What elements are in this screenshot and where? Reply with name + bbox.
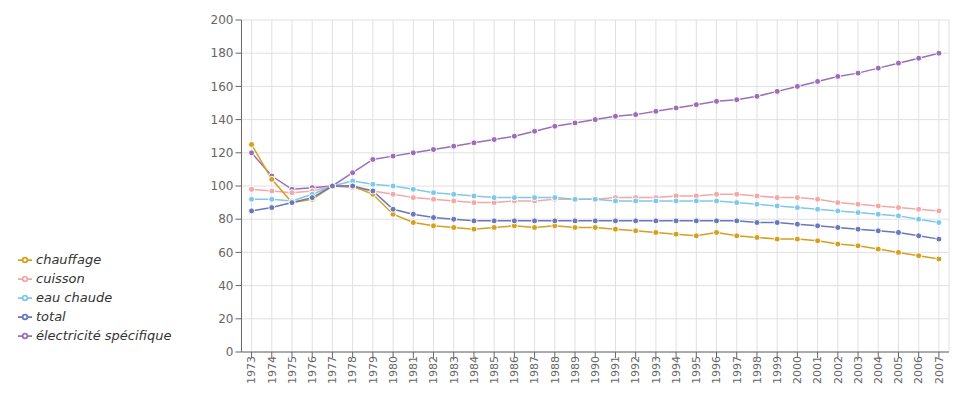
svg-text:1995: 1995 (690, 356, 703, 384)
html-text:chauffage: chauffage (36, 252, 102, 267)
svg-text:1985: 1985 (488, 356, 501, 384)
html-text:eau chaude: eau chaude (36, 290, 113, 305)
svg-text:1992: 1992 (629, 356, 642, 384)
svg-text:1991: 1991 (609, 356, 622, 384)
svg-text:1989: 1989 (569, 356, 582, 384)
svg-text:2004: 2004 (872, 356, 885, 384)
svg-text:1994: 1994 (670, 356, 683, 384)
svg-text:200: 200 (211, 13, 234, 27)
svg-text:1980: 1980 (387, 356, 400, 384)
svg-text:1999: 1999 (771, 356, 784, 384)
svg-text:1993: 1993 (650, 356, 663, 384)
svg-text:1997: 1997 (731, 356, 744, 384)
svg-text:2000: 2000 (791, 356, 804, 384)
svg-text:1973: 1973 (245, 356, 258, 384)
svg-text:2002: 2002 (832, 356, 845, 384)
svg-text:1987: 1987 (528, 356, 541, 384)
svg-text:60: 60 (218, 246, 233, 260)
svg-text:140: 140 (211, 113, 234, 127)
svg-text:2005: 2005 (892, 356, 905, 384)
svg-text:100: 100 (211, 179, 234, 193)
svg-text:0: 0 (226, 345, 234, 359)
svg-text:1983: 1983 (448, 356, 461, 384)
svg-text:80: 80 (218, 212, 233, 226)
svg-text:2006: 2006 (912, 356, 925, 384)
svg-text:1982: 1982 (427, 356, 440, 384)
svg-text:1979: 1979 (367, 356, 380, 384)
svg-text:1975: 1975 (286, 356, 299, 384)
svg-text:2001: 2001 (811, 356, 824, 384)
svg-text:180: 180 (211, 46, 234, 60)
html-text:électricité spécifique: électricité spécifique (36, 328, 172, 343)
svg-text:1986: 1986 (508, 356, 521, 384)
svg-text:1988: 1988 (549, 356, 562, 384)
svg-text:120: 120 (211, 146, 234, 160)
svg-text:160: 160 (211, 80, 234, 94)
svg-text:1984: 1984 (468, 356, 481, 384)
html-text:cuisson: cuisson (36, 271, 85, 286)
svg-text:1998: 1998 (751, 356, 764, 384)
svg-text:1976: 1976 (306, 356, 319, 384)
svg-text:1978: 1978 (346, 356, 359, 384)
svg-text:20: 20 (218, 312, 233, 326)
html-text:total: total (36, 309, 66, 324)
svg-text:1990: 1990 (589, 356, 602, 384)
svg-text:1981: 1981 (407, 356, 420, 384)
svg-text:40: 40 (218, 279, 233, 293)
svg-text:1977: 1977 (326, 356, 339, 384)
svg-text:1974: 1974 (266, 356, 279, 384)
svg-text:2003: 2003 (852, 356, 865, 384)
svg-text:1996: 1996 (710, 356, 723, 384)
svg-text:2007: 2007 (933, 356, 946, 384)
